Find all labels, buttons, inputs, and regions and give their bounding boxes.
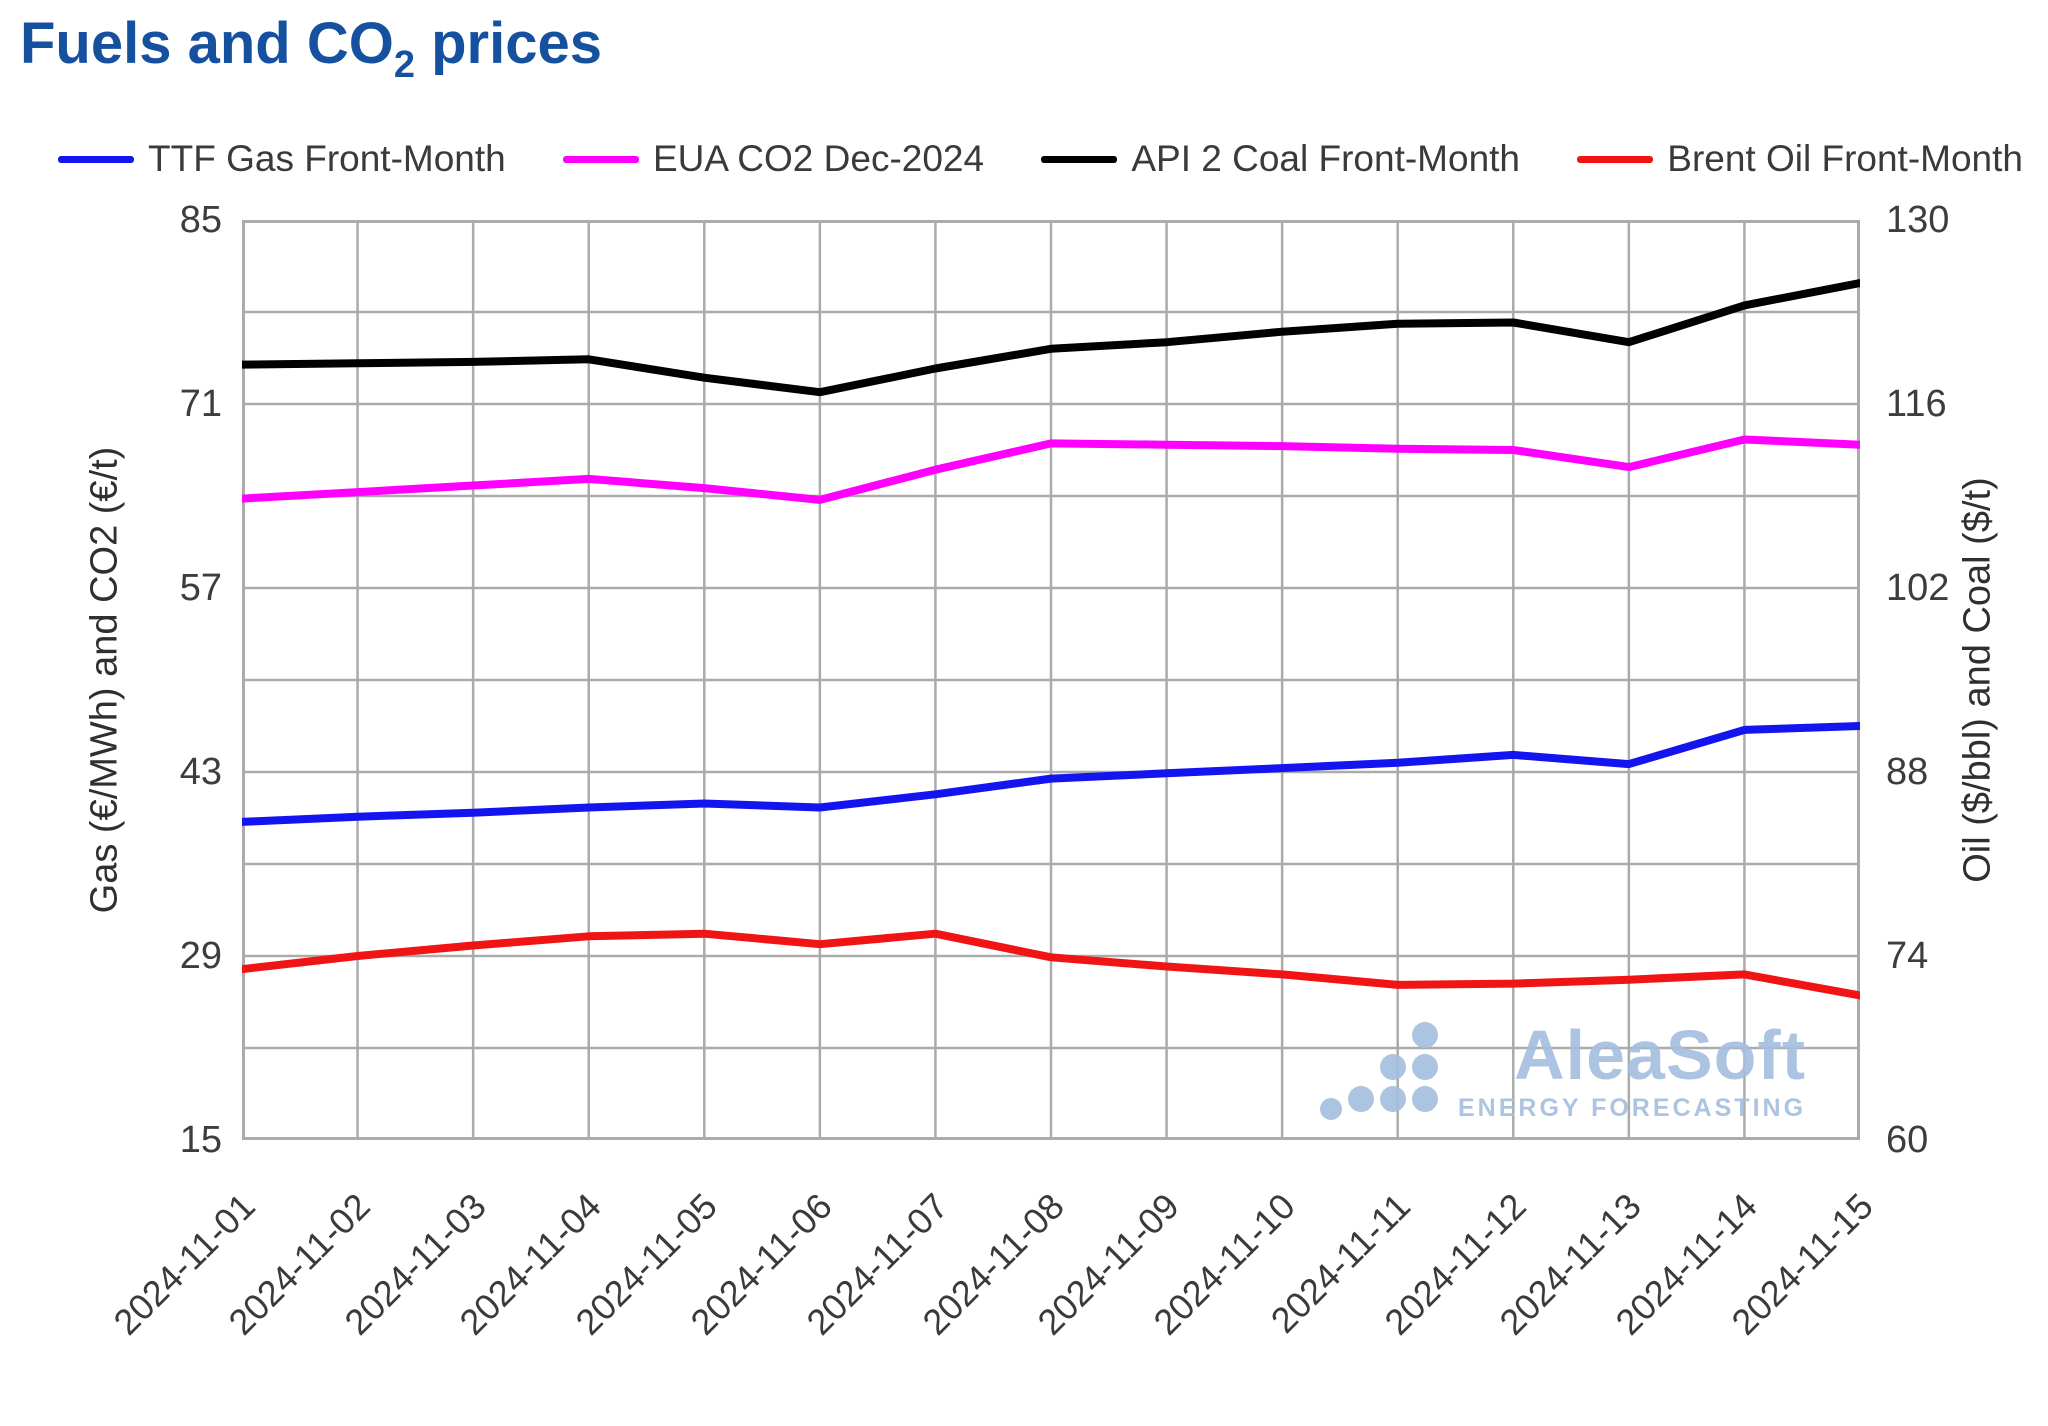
plot-frame	[242, 220, 1860, 1140]
watermark-dot	[1412, 1022, 1438, 1048]
series-line-api-2-coal-front-month	[242, 279, 1860, 397]
legend-item-brent-oil-front-month: Brent Oil Front-Month	[1577, 138, 2023, 180]
right-axis-tick: 60	[1886, 1119, 1929, 1161]
series-line-eua-co2-dec-2024	[242, 435, 1860, 504]
title-suffix: prices	[414, 11, 602, 76]
series-line-brent-oil-front-month	[242, 929, 1860, 1000]
aleasoft-watermark: AleaSoft ENERGY FORECASTING	[1320, 1018, 1828, 1148]
watermark-dot	[1412, 1054, 1438, 1080]
watermark-brand: AleaSoft	[1514, 1016, 1807, 1094]
watermark-dot	[1412, 1086, 1438, 1112]
legend-item-ttf-gas-front-month: TTF Gas Front-Month	[58, 138, 506, 180]
series-line-ttf-gas-front-month	[242, 722, 1860, 826]
legend-label: Brent Oil Front-Month	[1667, 138, 2023, 179]
plot-area	[242, 220, 1860, 1140]
watermark-text: AleaSoft ENERGY FORECASTING	[1458, 1018, 1806, 1123]
chart-legend: TTF Gas Front-Month EUA CO2 Dec-2024 API 2…	[58, 136, 2023, 182]
legend-label: EUA CO2 Dec-2024	[652, 138, 985, 179]
left-axis-tick: 85	[179, 199, 222, 241]
left-axis-tick: 29	[179, 935, 222, 977]
watermark-dot	[1380, 1086, 1406, 1112]
watermark-dot	[1348, 1086, 1374, 1112]
legend-item-api-2-coal-front-month: API 2 Coal Front-Month	[1041, 138, 1520, 180]
left-axis-tick: 15	[179, 1119, 222, 1161]
legend-swatch	[58, 155, 134, 163]
legend-swatch	[1041, 155, 1118, 163]
right-axis-title: Oil ($/bbl) and Coal ($/t)	[1956, 477, 1999, 883]
page-title: Fuels and CO2 prices	[20, 10, 602, 87]
watermark-dot	[1380, 1054, 1406, 1080]
title-subscript: 2	[393, 44, 415, 86]
right-axis-tick: 88	[1886, 751, 1929, 793]
legend-swatch	[562, 155, 639, 163]
right-axis-tick: 74	[1886, 935, 1929, 977]
watermark-tagline: ENERGY FORECASTING	[1458, 1094, 1807, 1122]
watermark-dot	[1320, 1098, 1342, 1120]
title-prefix: Fuels and CO	[20, 11, 394, 76]
legend-label: TTF Gas Front-Month	[148, 138, 506, 179]
right-axis-tick: 130	[1886, 199, 1950, 241]
chart-plot	[242, 220, 1860, 1140]
right-axis-tick: 116	[1886, 383, 1947, 425]
left-axis-title: Gas (€/MWh) and CO2 (€/t)	[83, 446, 126, 914]
left-axis-tick: 71	[179, 383, 222, 425]
legend-label: API 2 Coal Front-Month	[1131, 138, 1521, 179]
left-axis-tick: 57	[179, 567, 222, 609]
aleasoft-dots-icon	[1320, 1018, 1448, 1122]
right-axis-tick: 102	[1886, 567, 1950, 609]
left-axis-tick: 43	[179, 751, 222, 793]
legend-swatch	[1577, 155, 1654, 163]
legend-item-eua-co2-dec-2024: EUA CO2 Dec-2024	[562, 138, 985, 180]
